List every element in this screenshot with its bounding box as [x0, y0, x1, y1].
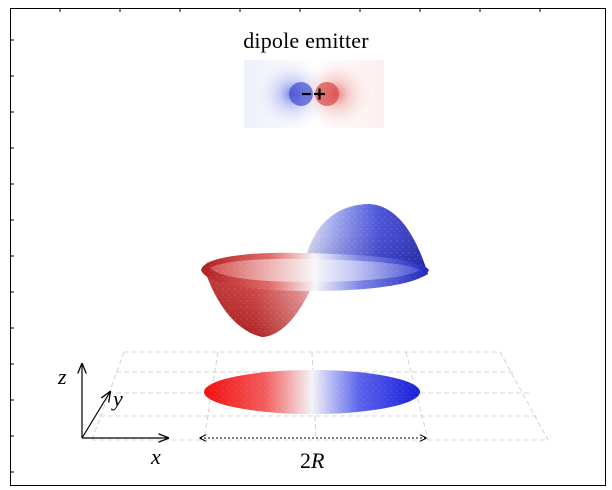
diameter-label-variable: R: [311, 448, 325, 473]
dipole-surface: [201, 204, 429, 337]
x-axis-label: x: [151, 444, 161, 469]
plot-frame: [10, 8, 606, 486]
projection-disk: [204, 370, 420, 414]
diameter-label-factor: 2: [300, 448, 311, 473]
frame-ticks-left: [10, 39, 14, 473]
y-axis-arrow: [81, 392, 110, 439]
dipole-icon: [244, 58, 384, 130]
z-axis-label: z: [58, 364, 67, 389]
diameter-label: 2R: [300, 450, 324, 472]
coordinate-axes: [82, 364, 168, 438]
dipole-positive-icon: [314, 88, 325, 100]
figure-title: dipole emitter: [243, 28, 369, 53]
y-axis-label: y: [113, 386, 123, 411]
frame-ticks-top: [59, 8, 541, 12]
